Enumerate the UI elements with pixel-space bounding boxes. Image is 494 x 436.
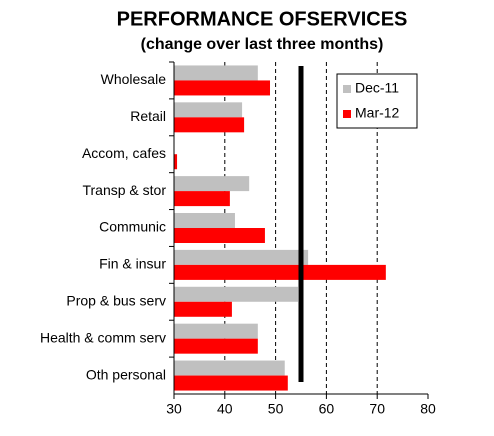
bar — [174, 117, 245, 133]
bar — [174, 249, 309, 265]
x-tick-label: 40 — [217, 401, 233, 417]
bar — [174, 301, 232, 317]
bar — [174, 213, 235, 228]
y-tick-label: Retail — [130, 108, 166, 124]
x-tick-label: 70 — [369, 401, 385, 417]
y-tick-label: Transp & stor — [82, 182, 166, 198]
x-tick-label: 60 — [319, 401, 335, 417]
x-tick-label: 30 — [166, 401, 182, 417]
y-tick-label: Accom, cafes — [82, 145, 166, 161]
bar — [174, 323, 258, 339]
bar — [174, 338, 258, 354]
y-tick-label: Oth personal — [86, 366, 166, 382]
bar — [174, 80, 271, 96]
legend-swatch — [343, 110, 351, 118]
bar — [174, 176, 250, 192]
bar — [174, 375, 288, 391]
legend-swatch — [343, 85, 351, 93]
legend-label: Mar-12 — [355, 105, 400, 121]
chart-title: PERFORMANCE OFSERVICES — [117, 8, 408, 30]
legend-box — [336, 73, 418, 129]
x-tick-label: 50 — [268, 401, 284, 417]
y-tick-label: Communic — [99, 219, 166, 235]
y-tick-label: Wholesale — [101, 71, 167, 87]
y-tick-label: Fin & insur — [99, 256, 166, 272]
x-tick-label: 80 — [420, 401, 436, 417]
bar — [174, 102, 243, 118]
y-tick-label: Health & comm serv — [40, 329, 166, 345]
bar — [174, 360, 285, 376]
bar — [174, 154, 178, 170]
bar — [174, 286, 298, 302]
bar — [174, 191, 230, 207]
bar — [174, 228, 265, 243]
bar — [174, 65, 258, 81]
legend-label: Dec-11 — [355, 80, 399, 96]
y-tick-label: Prop & bus serv — [66, 292, 166, 308]
bar — [174, 264, 386, 280]
chart-subtitle: (change over last three months) — [141, 36, 384, 53]
